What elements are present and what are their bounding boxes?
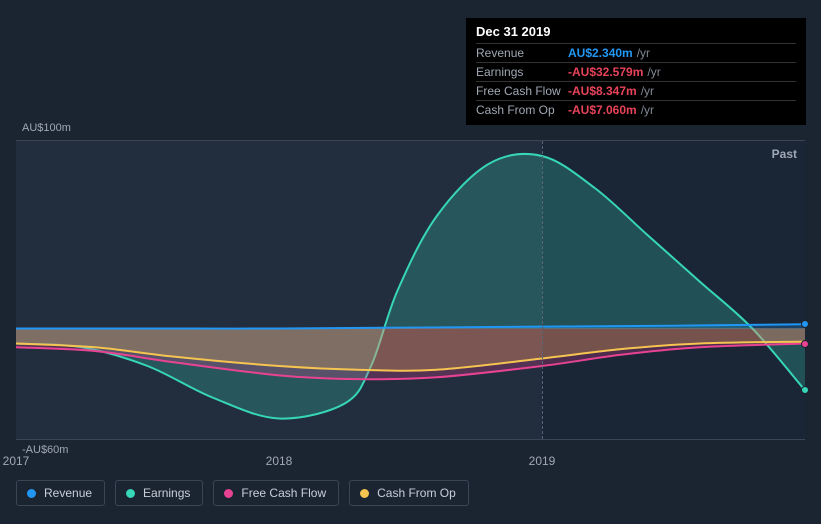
series-end-dot [801,340,809,348]
tooltip-row-label: Earnings [476,65,568,79]
legend: Revenue Earnings Free Cash Flow Cash From O… [16,480,469,506]
legend-swatch [126,489,135,498]
legend-label: Free Cash Flow [241,486,326,500]
legend-item[interactable]: Cash From Op [349,480,469,506]
tooltip-row-value: -AU$8.347m [568,84,637,98]
tooltip-row-value: -AU$32.579m [568,65,643,79]
legend-item[interactable]: Earnings [115,480,203,506]
tooltip-row-unit: /yr [641,103,654,117]
x-axis-label: 2017 [3,454,30,468]
tooltip-row-label: Cash From Op [476,103,568,117]
legend-swatch [360,489,369,498]
y-axis-label: AU$100m [22,122,71,134]
tooltip-date: Dec 31 2019 [476,24,796,39]
legend-swatch [27,489,36,498]
chart-svg [16,141,805,441]
chart-plot-area[interactable]: Past [16,140,805,440]
tooltip-row: RevenueAU$2.340m/yr [476,43,796,62]
legend-label: Revenue [44,486,92,500]
tooltip-row: Free Cash Flow-AU$8.347m/yr [476,81,796,100]
series-end-dot [801,320,809,328]
legend-label: Earnings [143,486,190,500]
tooltip-row-label: Revenue [476,46,568,60]
x-axis: 201720182019 [16,450,805,476]
tooltip-row-value: -AU$7.060m [568,103,637,117]
legend-item[interactable]: Free Cash Flow [213,480,339,506]
chart-container: AU$100mAU$0-AU$60m Past 201720182019 [16,122,805,476]
tooltip-row: Earnings-AU$32.579m/yr [476,62,796,81]
chart-tooltip: Dec 31 2019 RevenueAU$2.340m/yrEarnings-… [466,18,806,125]
x-axis-label: 2018 [266,454,293,468]
tooltip-row-label: Free Cash Flow [476,84,568,98]
tooltip-row-value: AU$2.340m [568,46,633,60]
series-end-dot [801,386,809,394]
tooltip-row: Cash From Op-AU$7.060m/yr [476,100,796,119]
legend-item[interactable]: Revenue [16,480,105,506]
x-axis-label: 2019 [529,454,556,468]
legend-swatch [224,489,233,498]
tooltip-row-unit: /yr [647,65,660,79]
tooltip-vertical-line [542,141,543,439]
tooltip-row-unit: /yr [637,46,650,60]
legend-label: Cash From Op [377,486,456,500]
tooltip-row-unit: /yr [641,84,654,98]
